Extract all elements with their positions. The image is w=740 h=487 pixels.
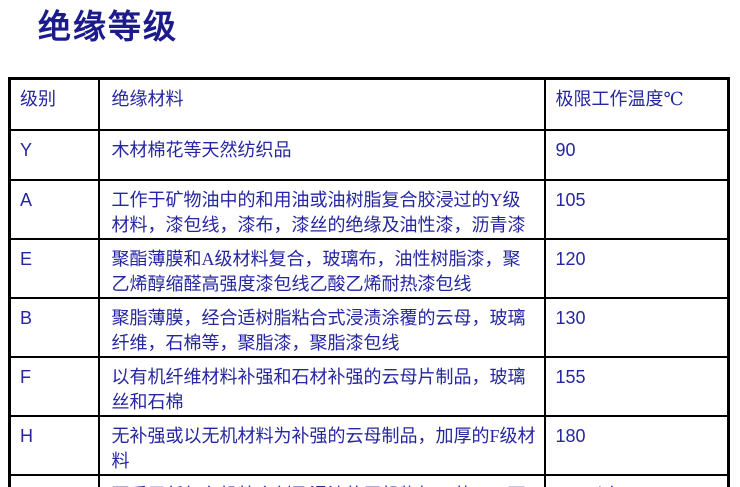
table-row: H 无补强或以无机材料为补强的云母制品，加厚的F级材料 180 [8,414,730,476]
grade-cell: A [8,178,100,240]
table-row: F 以有机纤维材料补强和石材补强的云母片制品，玻璃丝和石棉 155 [8,355,730,417]
material-cell: 不采用任何有机粘合剂及浸渍的无机物如石英，石面云母玻璃和电瓷材料。 [97,473,546,487]
temp-cell: 130 [543,296,730,358]
table-row: C 不采用任何有机粘合剂及浸渍的无机物如石英，石面云母玻璃和电瓷材料。 180以… [8,473,730,487]
material-cell: 木材棉花等天然纺织品 [97,128,546,181]
table-row: Y 木材棉花等天然纺织品 90 [8,128,730,181]
grade-cell: B [8,296,100,358]
column-header-material: 绝缘材料 [97,77,546,131]
material-cell: 以有机纤维材料补强和石材补强的云母片制品，玻璃丝和石棉 [97,355,546,417]
grade-cell: H [8,414,100,476]
temp-cell: 120 [543,237,730,299]
grade-cell: F [8,355,100,417]
grade-cell: C [8,473,100,487]
grade-cell: E [8,237,100,299]
material-cell: 聚酯薄膜和A级材料复合，玻璃布，油性树脂漆，聚乙烯醇缩醛高强度漆包线乙酸乙烯耐热… [97,237,546,299]
page-title: 绝缘等级 [38,10,178,46]
column-header-temp: 极限工作温度℃ [543,77,730,131]
temp-cell: 180 [543,414,730,476]
table-row: B 聚脂薄膜，经合适树脂粘合式浸渍涂覆的云母，玻璃纤维，石棉等，聚脂漆，聚脂漆包… [8,296,730,358]
material-cell: 无补强或以无机材料为补强的云母制品，加厚的F级材料 [97,414,546,476]
column-header-grade: 级别 [8,77,100,131]
material-cell: 聚脂薄膜，经合适树脂粘合式浸渍涂覆的云母，玻璃纤维，石棉等，聚脂漆，聚脂漆包线 [97,296,546,358]
temp-cell: 105 [543,178,730,240]
temp-cell: 155 [543,355,730,417]
temp-cell: 90 [543,128,730,181]
material-cell: 工作于矿物油中的和用油或油树脂复合胶浸过的Y级材料，漆包线，漆布，漆丝的绝缘及油… [97,178,546,240]
table-row: A 工作于矿物油中的和用油或油树脂复合胶浸过的Y级材料，漆包线，漆布，漆丝的绝缘… [8,178,730,240]
table-header-row: 级别 绝缘材料 极限工作温度℃ [8,77,730,131]
temp-cell: 180以上 [543,473,730,487]
grade-cell: Y [8,128,100,181]
table-row: E 聚酯薄膜和A级材料复合，玻璃布，油性树脂漆，聚乙烯醇缩醛高强度漆包线乙酸乙烯… [8,237,730,299]
insulation-table: 级别 绝缘材料 极限工作温度℃ Y 木材棉花等天然纺织品 90 A 工作于矿物油… [8,77,730,487]
